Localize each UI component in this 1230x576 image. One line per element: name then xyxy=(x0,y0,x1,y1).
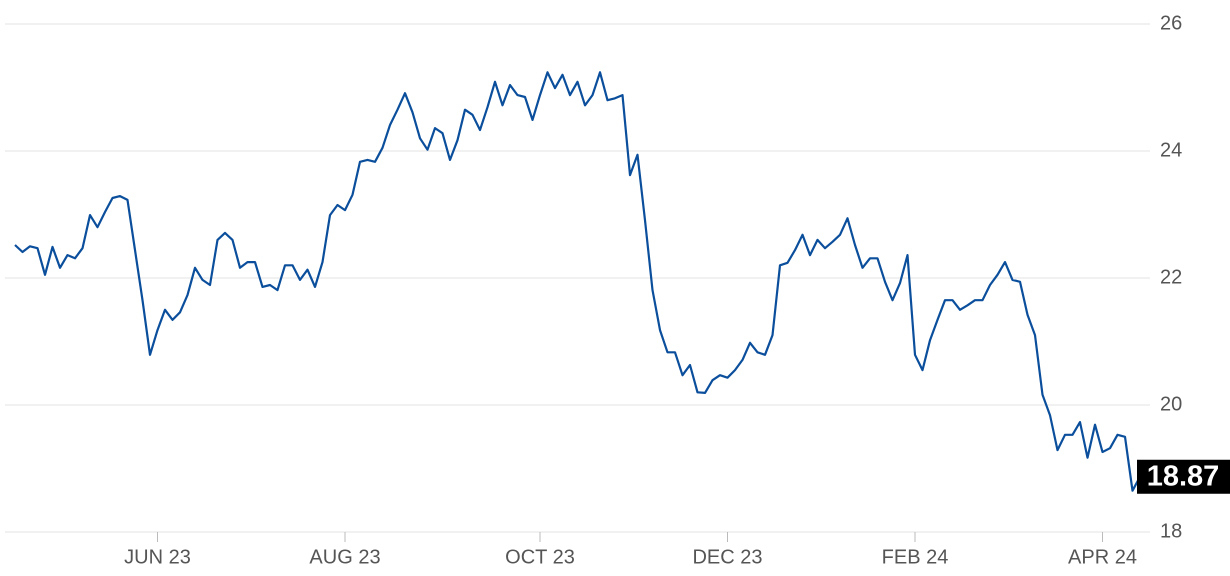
y-tick-label: 26 xyxy=(1160,12,1182,34)
x-tick-label: JUN 23 xyxy=(124,546,191,568)
last-value-badge: 18.87 xyxy=(1137,459,1230,494)
y-tick-label: 18 xyxy=(1160,520,1182,542)
x-tick-label: FEB 24 xyxy=(882,546,949,568)
last-value-label: 18.87 xyxy=(1147,460,1220,492)
x-tick-label: DEC 23 xyxy=(692,546,762,568)
y-tick-label: 24 xyxy=(1160,139,1182,161)
y-tick-label: 20 xyxy=(1160,393,1182,415)
price-line xyxy=(14,71,1141,492)
x-tick-label: AUG 23 xyxy=(309,546,380,568)
last-value-box xyxy=(1137,459,1230,494)
x-tick-label: OCT 23 xyxy=(505,546,575,568)
y-tick-label: 22 xyxy=(1160,266,1182,288)
x-tick-label: APR 24 xyxy=(1068,546,1137,568)
